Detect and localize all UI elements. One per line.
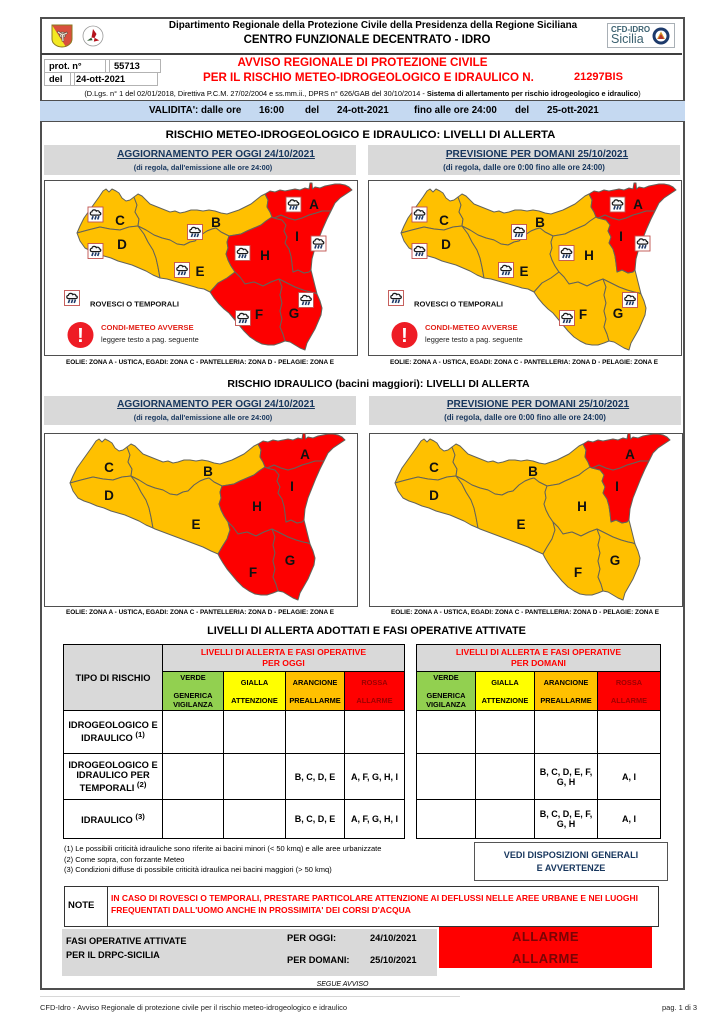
svg-text:H: H (260, 248, 270, 263)
svg-text:B: B (528, 464, 538, 479)
svg-text:A: A (309, 197, 319, 212)
svg-text:E: E (519, 264, 528, 279)
svg-text:H: H (584, 248, 594, 263)
svg-text:F: F (249, 565, 257, 580)
svg-text:CONDI-METEO AVVERSE: CONDI-METEO AVVERSE (101, 323, 194, 332)
svg-text:E: E (191, 517, 200, 532)
svg-text:I: I (615, 479, 619, 494)
svg-text:!: ! (401, 325, 408, 347)
svg-text:C: C (429, 460, 439, 475)
svg-text:C: C (104, 460, 114, 475)
svg-text:E: E (195, 264, 204, 279)
svg-text:I: I (619, 229, 623, 244)
svg-text:leggere testo a pag. seguente: leggere testo a pag. seguente (101, 335, 199, 344)
svg-text:B: B (535, 215, 545, 230)
svg-text:D: D (441, 237, 451, 252)
svg-text:B: B (211, 215, 221, 230)
svg-text:I: I (290, 479, 294, 494)
svg-text:H: H (577, 499, 587, 514)
svg-text:D: D (104, 488, 114, 503)
svg-text:C: C (439, 213, 449, 228)
svg-text:G: G (285, 553, 296, 568)
svg-text:I: I (295, 229, 299, 244)
svg-text:C: C (115, 213, 125, 228)
svg-text:A: A (300, 447, 310, 462)
svg-text:G: G (610, 553, 621, 568)
svg-text:F: F (255, 307, 263, 322)
svg-text:F: F (579, 307, 587, 322)
svg-text:ROVESCI O TEMPORALI: ROVESCI O TEMPORALI (414, 300, 503, 309)
svg-text:CONDI-METEO AVVERSE: CONDI-METEO AVVERSE (425, 323, 518, 332)
svg-text:leggere testo a pag. seguente: leggere testo a pag. seguente (425, 335, 523, 344)
svg-text:!: ! (77, 325, 84, 347)
svg-text:F: F (574, 565, 582, 580)
svg-text:G: G (289, 306, 300, 321)
svg-text:D: D (429, 488, 439, 503)
svg-text:H: H (252, 499, 262, 514)
svg-text:A: A (633, 197, 643, 212)
svg-text:ROVESCI O TEMPORALI: ROVESCI O TEMPORALI (90, 300, 179, 309)
svg-text:D: D (117, 237, 127, 252)
svg-text:B: B (203, 464, 213, 479)
svg-text:E: E (516, 517, 525, 532)
svg-text:G: G (613, 306, 624, 321)
svg-text:A: A (625, 447, 635, 462)
